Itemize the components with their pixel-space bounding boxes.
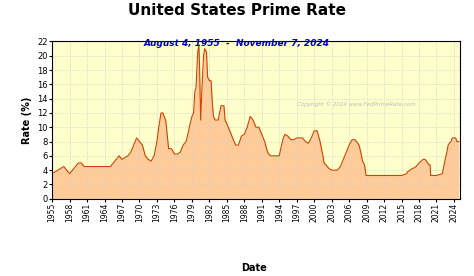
Text: Date: Date	[241, 263, 266, 273]
Text: August 4, 1955  -  November 7, 2024: August 4, 1955 - November 7, 2024	[144, 39, 330, 48]
Y-axis label: Rate (%): Rate (%)	[22, 96, 32, 144]
Text: United States Prime Rate: United States Prime Rate	[128, 3, 346, 18]
Text: Copyright © 2024 www.FedPrimeRate.com: Copyright © 2024 www.FedPrimeRate.com	[297, 102, 415, 107]
